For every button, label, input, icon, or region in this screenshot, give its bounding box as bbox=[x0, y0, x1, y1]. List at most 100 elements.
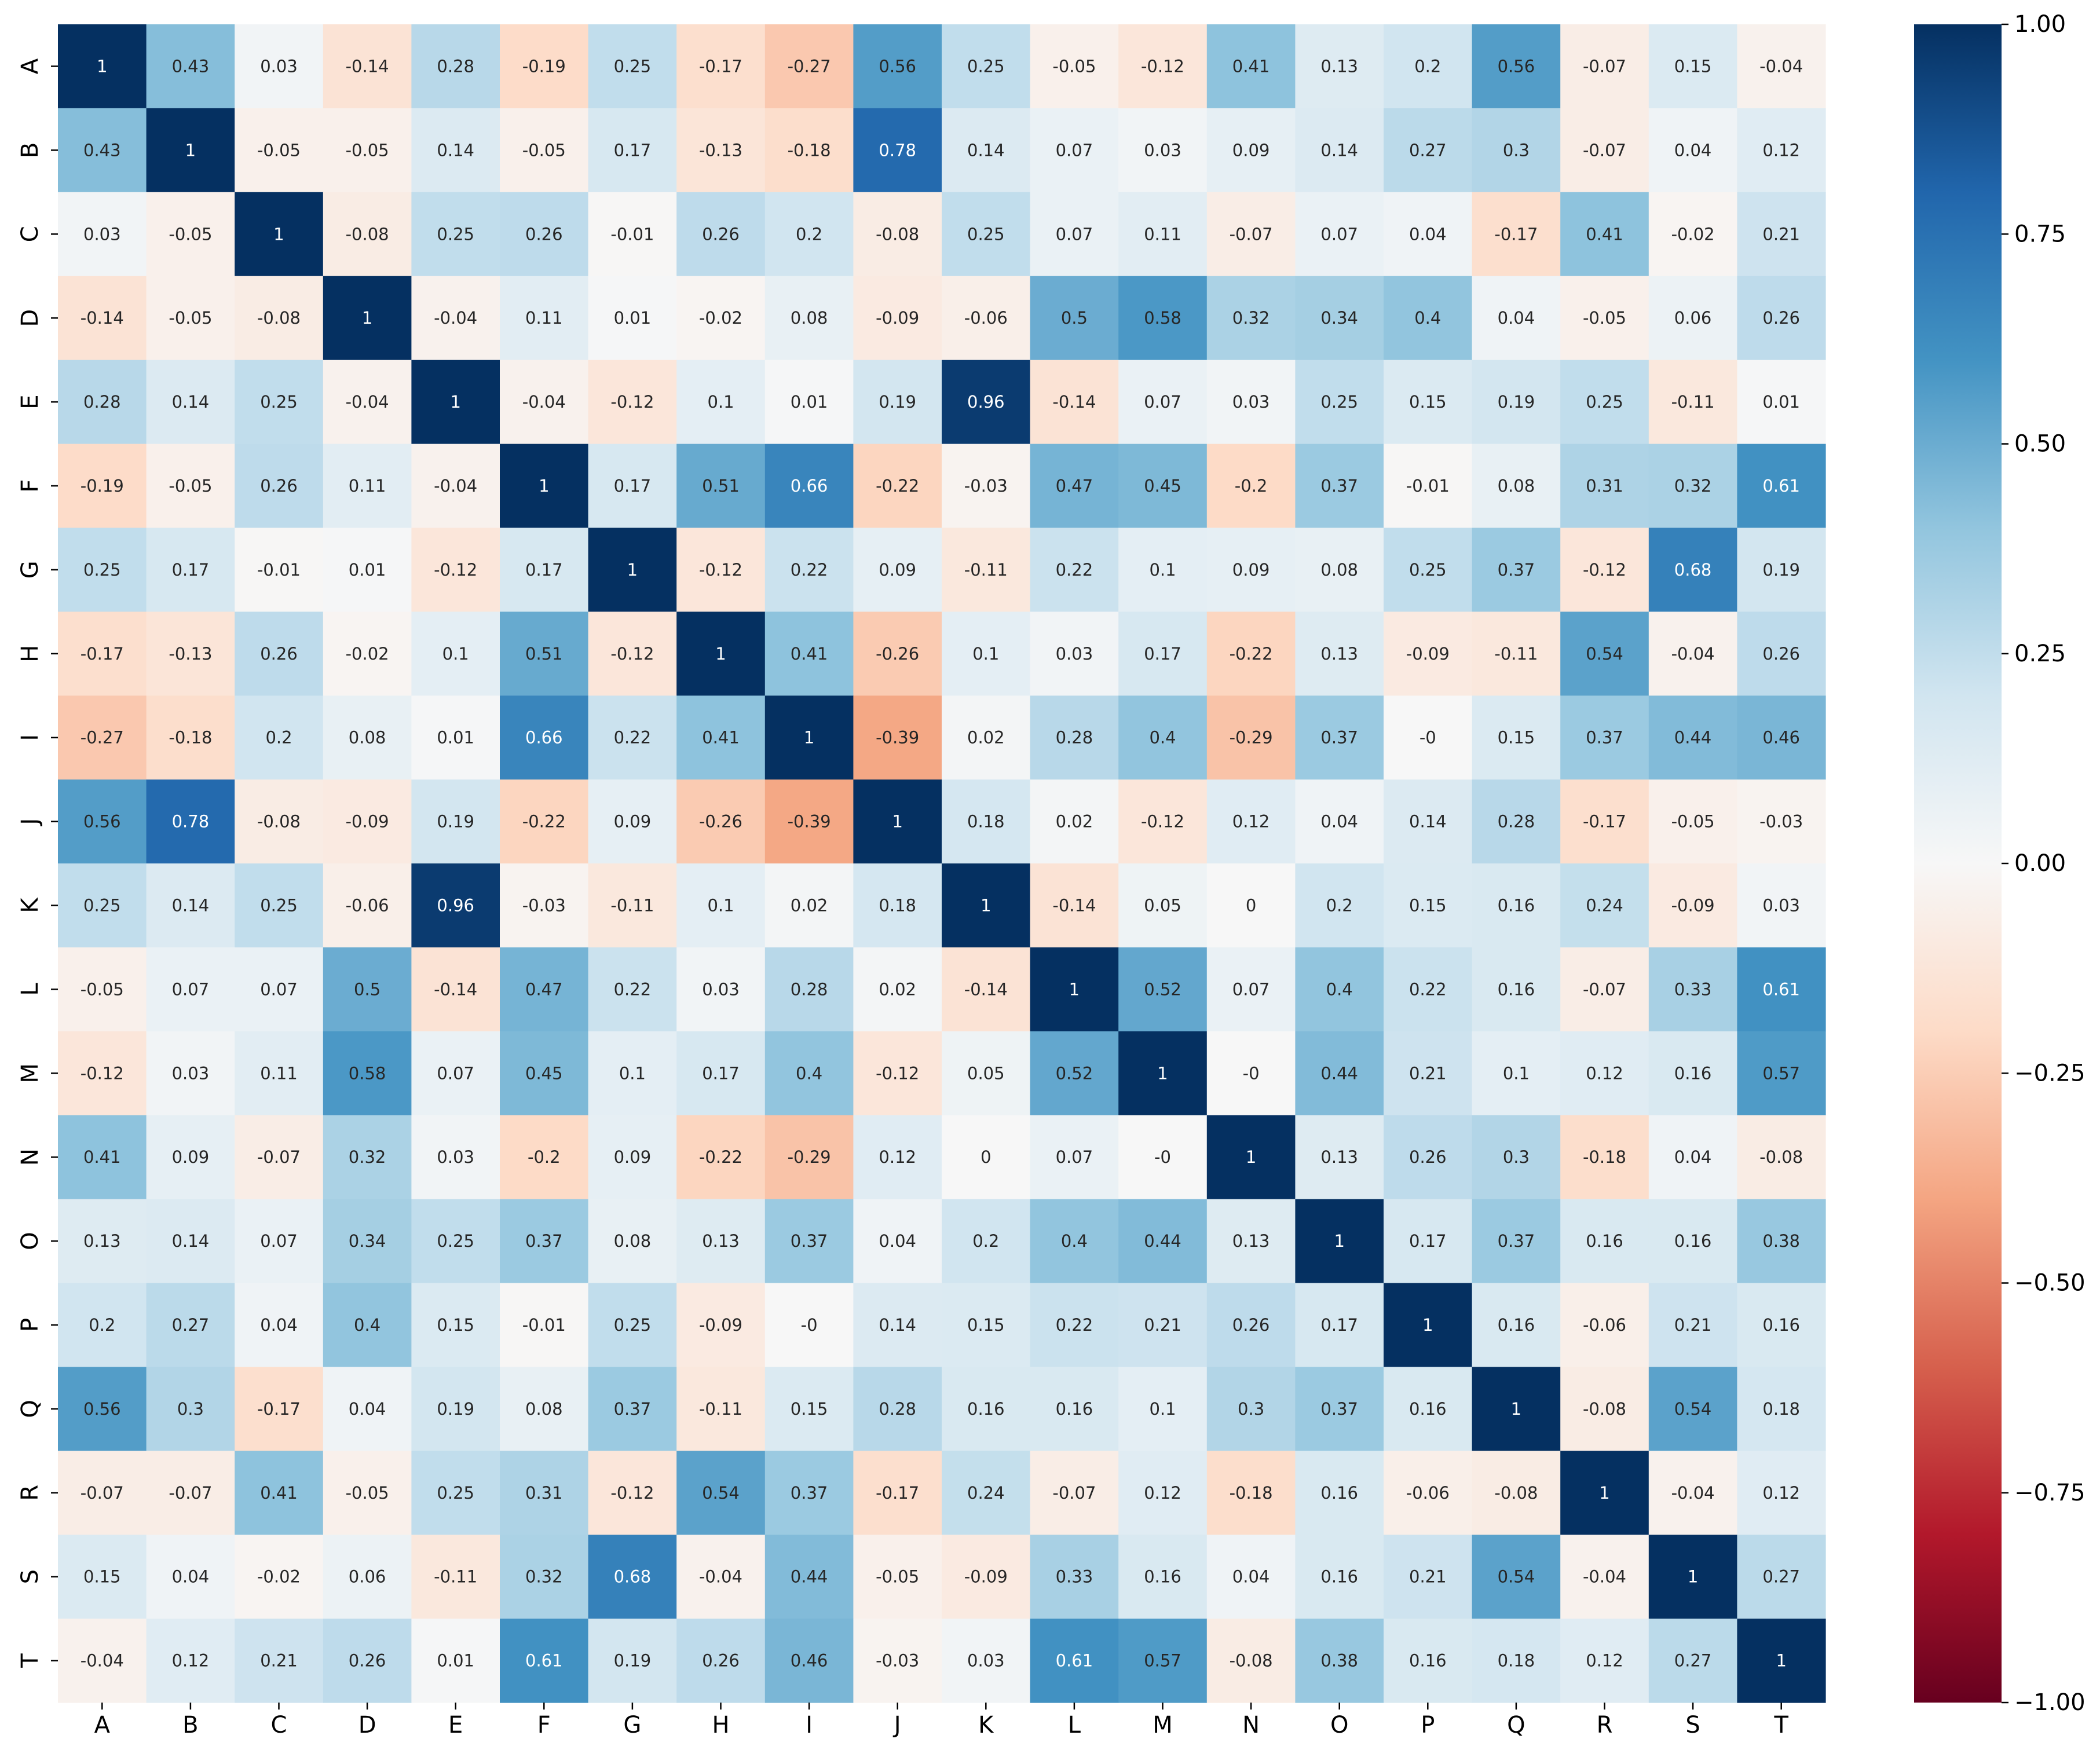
heatmap-cell-D-T bbox=[1737, 276, 1826, 361]
heatmap-cell-L-P bbox=[1384, 947, 1473, 1032]
cell-value-label: 0.08 bbox=[349, 728, 386, 748]
cell-value-label: 0.01 bbox=[349, 560, 386, 580]
cell-value-label: 0.16 bbox=[1409, 1399, 1447, 1419]
heatmap-cell-G-S bbox=[1648, 528, 1737, 612]
cell-value-label: 0.41 bbox=[260, 1483, 298, 1503]
cell-value-label: 0.78 bbox=[172, 812, 210, 832]
cell-value-label: 0.26 bbox=[702, 224, 740, 244]
cell-value-label: 0.56 bbox=[879, 56, 916, 76]
y-tick-label: O bbox=[17, 1232, 43, 1250]
cell-value-label: 0.01 bbox=[437, 728, 474, 748]
cell-value-label: 0.17 bbox=[1409, 1231, 1447, 1251]
heatmap-cell-C-R bbox=[1560, 192, 1649, 277]
cell-value-label: 0.4 bbox=[1414, 308, 1441, 328]
cell-value-label: -0.02 bbox=[257, 1567, 301, 1587]
heatmap-cell-O-E bbox=[411, 1199, 500, 1284]
heatmap-cell-C-E bbox=[411, 192, 500, 277]
heatmap-cell-N-T bbox=[1737, 1115, 1826, 1200]
heatmap-cell-H-D bbox=[323, 612, 412, 696]
cell-value-label: 0.07 bbox=[1056, 1147, 1093, 1167]
heatmap-cell-M-I bbox=[764, 1031, 854, 1116]
cell-value-label: 0.56 bbox=[83, 1399, 121, 1419]
heatmap-cell-T-I bbox=[764, 1619, 854, 1703]
cell-value-label: 0.25 bbox=[1320, 392, 1358, 412]
cell-value-label: 0.4 bbox=[1061, 1231, 1088, 1251]
heatmap-cell-D-M bbox=[1118, 276, 1208, 361]
cell-value-label: -0.2 bbox=[1235, 476, 1268, 496]
cell-value-label: 0.09 bbox=[614, 1147, 652, 1167]
cell-value-label: -0.02 bbox=[1671, 224, 1715, 244]
heatmap-cell-S-E bbox=[411, 1535, 500, 1619]
heatmap-cell-I-P bbox=[1384, 696, 1473, 780]
cell-value-label: 0.03 bbox=[437, 1147, 474, 1167]
heatmap-cell-M-T bbox=[1737, 1031, 1826, 1116]
cell-value-label: 0.1 bbox=[1149, 560, 1176, 580]
heatmap-cell-C-M bbox=[1118, 192, 1208, 277]
cell-value-label: -0.11 bbox=[964, 560, 1008, 580]
cell-value-label: 1 bbox=[1776, 1651, 1786, 1671]
heatmap-cell-J-A bbox=[58, 779, 147, 864]
heatmap-cell-D-L bbox=[1030, 276, 1119, 361]
heatmap-cell-H-N bbox=[1206, 612, 1296, 696]
cell-value-label: 0.14 bbox=[172, 895, 210, 915]
cell-value-label: 1 bbox=[804, 728, 814, 748]
heatmap-cell-C-Q bbox=[1472, 192, 1561, 277]
heatmap-cell-B-F bbox=[500, 108, 589, 193]
heatmap-cell-C-K bbox=[942, 192, 1031, 277]
cell-value-label: 0.07 bbox=[1056, 140, 1093, 160]
heatmap-cell-J-P bbox=[1384, 779, 1473, 864]
heatmap-cell-P-H bbox=[676, 1283, 766, 1367]
heatmap-cell-S-B bbox=[146, 1535, 235, 1619]
heatmap-cell-G-P bbox=[1384, 528, 1473, 612]
heatmap-cell-F-S bbox=[1648, 444, 1737, 528]
cell-value-label: 0.27 bbox=[1674, 1651, 1712, 1671]
cell-value-label: 0.12 bbox=[172, 1651, 210, 1671]
heatmap-cell-C-C bbox=[235, 192, 324, 277]
cell-value-label: 0.11 bbox=[525, 308, 563, 328]
cell-value-label: -0.07 bbox=[1230, 224, 1273, 244]
heatmap-cell-O-N bbox=[1206, 1199, 1296, 1284]
cell-value-label: -0.07 bbox=[169, 1483, 212, 1503]
x-tick-label: M bbox=[1153, 1712, 1173, 1738]
heatmap-cell-E-P bbox=[1384, 360, 1473, 445]
heatmap-cell-F-N bbox=[1206, 444, 1296, 528]
heatmap-cell-Q-K bbox=[942, 1367, 1031, 1451]
cell-value-label: 0.32 bbox=[1674, 476, 1712, 496]
cell-value-label: -0.17 bbox=[699, 56, 742, 76]
cell-value-label: 0.52 bbox=[1056, 1063, 1093, 1083]
cell-value-label: -0.05 bbox=[346, 1483, 389, 1503]
cell-value-label: -0.12 bbox=[1583, 560, 1626, 580]
heatmap-cell-S-C bbox=[235, 1535, 324, 1619]
cell-value-label: 0.12 bbox=[1232, 812, 1270, 832]
cell-value-label: -0.11 bbox=[1671, 392, 1715, 412]
cell-value-label: -0.14 bbox=[1052, 895, 1096, 915]
cell-value-label: -0.05 bbox=[1052, 56, 1096, 76]
cell-value-label: 0.08 bbox=[614, 1231, 652, 1251]
cell-value-label: 0.16 bbox=[1498, 895, 1535, 915]
cell-value-label: 0.26 bbox=[1762, 308, 1800, 328]
cell-value-label: 0.68 bbox=[1674, 560, 1712, 580]
cell-value-label: -0.04 bbox=[346, 392, 389, 412]
heatmap-cell-G-H bbox=[676, 528, 766, 612]
heatmap-cell-T-O bbox=[1295, 1619, 1384, 1703]
heatmap-cell-R-K bbox=[942, 1451, 1031, 1535]
heatmap-cell-Q-P bbox=[1384, 1367, 1473, 1451]
cell-value-label: -0.14 bbox=[1052, 392, 1096, 412]
heatmap-cell-T-J bbox=[853, 1619, 942, 1703]
heatmap-cell-I-D bbox=[323, 696, 412, 780]
cell-value-label: 0.58 bbox=[1144, 308, 1181, 328]
heatmap-cell-D-D bbox=[323, 276, 412, 361]
cell-value-label: -0.09 bbox=[964, 1567, 1008, 1587]
heatmap-cell-L-O bbox=[1295, 947, 1384, 1032]
cell-value-label: 0.37 bbox=[1498, 560, 1535, 580]
cell-value-label: 0.03 bbox=[702, 979, 740, 999]
cell-value-label: 0.31 bbox=[1586, 476, 1623, 496]
heatmap-cell-Q-T bbox=[1737, 1367, 1826, 1451]
cell-value-label: 0.03 bbox=[260, 56, 298, 76]
heatmap-cell-G-T bbox=[1737, 528, 1826, 612]
heatmap-cell-C-F bbox=[500, 192, 589, 277]
heatmap-cells bbox=[58, 24, 1826, 1703]
heatmap-cell-H-Q bbox=[1472, 612, 1561, 696]
heatmap-cell-A-P bbox=[1384, 24, 1473, 109]
heatmap-cell-P-T bbox=[1737, 1283, 1826, 1367]
